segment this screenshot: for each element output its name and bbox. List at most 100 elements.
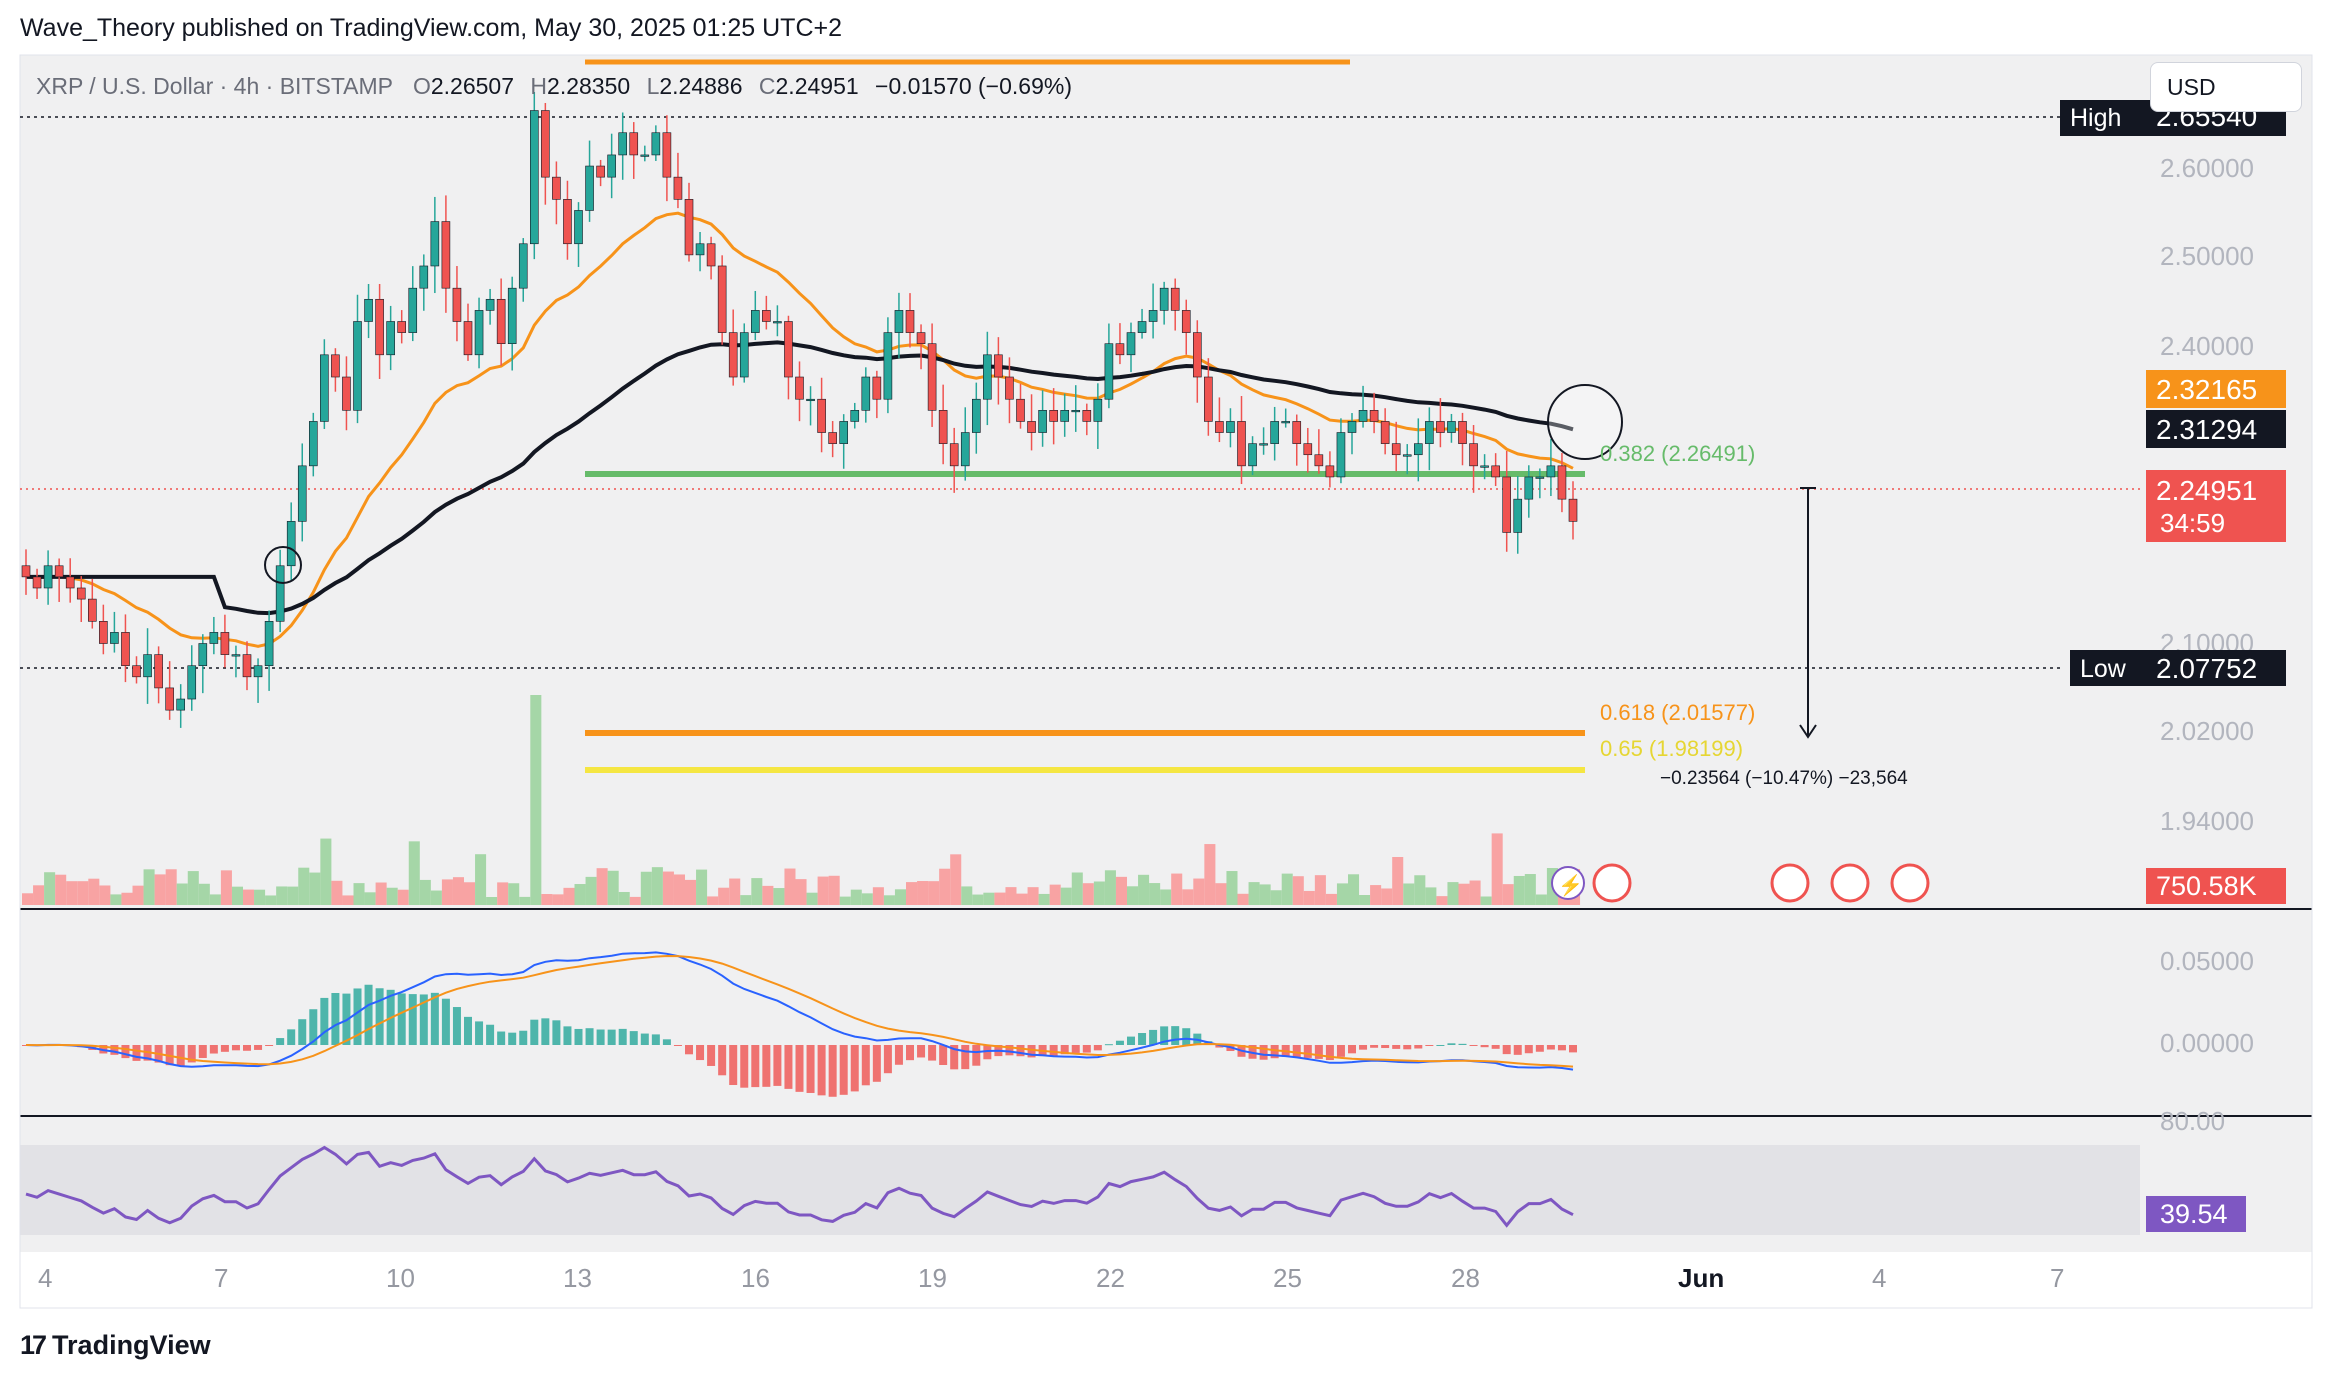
volume-bar [132, 885, 144, 905]
us-flag-icon[interactable] [1830, 863, 1870, 903]
volume-bar [1038, 893, 1050, 905]
lightning-icon[interactable] [1551, 866, 1585, 900]
x-tick: 4 [1872, 1263, 1886, 1293]
time-axis[interactable]: 4 7 10 13 16 19 22 25 28 Jun 4 7 [38, 1263, 2064, 1293]
macd-histogram-bar [917, 1045, 926, 1058]
candle [673, 176, 683, 200]
candle [1425, 421, 1434, 444]
macd-panel-bg [20, 910, 2312, 1115]
y-tick: 2.50000 [2160, 241, 2254, 271]
volume-bar [651, 867, 663, 905]
candle [574, 210, 583, 245]
fib-0382-label: 0.382 (2.26491) [1600, 441, 1755, 466]
high-badge [2060, 100, 2160, 136]
macd-histogram-bar [176, 1045, 185, 1066]
candle [706, 243, 716, 267]
volume-bar [486, 896, 498, 905]
macd-histogram-bar [397, 993, 406, 1045]
candle [1469, 443, 1478, 467]
candle [662, 132, 672, 178]
candle [43, 565, 53, 589]
volume-bar [464, 882, 476, 905]
macd-histogram-bar [530, 1019, 539, 1045]
volume-bar [1535, 894, 1547, 905]
volume-bar [1359, 894, 1371, 905]
candle [441, 221, 451, 289]
macd-histogram-bar [1182, 1028, 1191, 1045]
macd-histogram-bar [441, 998, 450, 1045]
macd-histogram-bar [353, 988, 362, 1045]
volume-bar [662, 871, 674, 905]
volume-bar [1104, 870, 1116, 905]
macd-histogram-bar [121, 1045, 130, 1059]
volume-bar [110, 894, 122, 905]
candle [1027, 421, 1036, 433]
volume-bar [364, 892, 376, 905]
volume-bar [972, 894, 984, 905]
volume-bar [928, 881, 940, 905]
candle [474, 310, 484, 356]
volume-bar [508, 883, 520, 905]
macd-histogram-bar [452, 1007, 461, 1045]
volume-bar [1160, 889, 1172, 905]
events-row[interactable]: ⚡ [1551, 863, 1930, 903]
macd-histogram-bar [1314, 1045, 1323, 1059]
candle [1071, 410, 1081, 413]
macd-histogram-bar [607, 1029, 616, 1045]
macd-histogram-bar [685, 1045, 693, 1055]
volume-bar [1292, 876, 1304, 905]
candle [1458, 421, 1467, 444]
y-tick: 2.40000 [2160, 331, 2254, 361]
volume-bar [861, 893, 873, 905]
ema-fast-line [25, 211, 1574, 648]
volume-bar [198, 883, 210, 905]
us-flag-icon[interactable] [1770, 863, 1810, 903]
volume-bar [1060, 887, 1072, 905]
tradingview-logo-text: TradingView [52, 1330, 211, 1360]
candle [872, 376, 882, 400]
candle [121, 632, 130, 667]
volume-bar [795, 879, 807, 905]
currency-button[interactable]: USD [2150, 62, 2302, 112]
us-flag-icon[interactable] [1890, 863, 1930, 903]
volume-bar [1281, 873, 1293, 905]
volume-bar [298, 867, 310, 905]
macd-histogram-bar [331, 993, 340, 1045]
volume-bar [806, 892, 818, 905]
candle [1170, 287, 1180, 311]
y-tick: 2.02000 [2160, 716, 2254, 746]
macd-histogram-bar [519, 1030, 528, 1045]
macd-histogram-bar [1403, 1045, 1412, 1050]
macd-histogram-bar [1491, 1045, 1500, 1049]
macd-histogram-bar [541, 1018, 550, 1045]
tradingview-logo[interactable]: 17 TradingView [20, 1330, 211, 1361]
us-flag-icon[interactable] [1592, 863, 1632, 903]
macd-histogram-bar [209, 1045, 218, 1054]
candle [187, 665, 197, 700]
volume-bar [66, 881, 78, 905]
volume-bar [541, 894, 553, 905]
candle [320, 354, 329, 422]
candle [21, 565, 31, 578]
volume-bar [1436, 896, 1448, 905]
volume-bar [729, 878, 741, 905]
macd-histogram-bar [1248, 1045, 1257, 1059]
macd-histogram-bar [928, 1045, 937, 1061]
volume-bar [1182, 889, 1194, 905]
macd-histogram-bar [1171, 1026, 1180, 1045]
fib-065-label: 0.65 (1.98199) [1600, 736, 1743, 761]
volume-bar [331, 880, 343, 905]
y-tick: 0.00000 [2160, 1028, 2254, 1058]
candle [750, 310, 760, 333]
volume-bar [894, 889, 906, 905]
candle [629, 132, 639, 156]
volume-bar [1381, 888, 1393, 905]
macd-histogram-bar [1071, 1045, 1080, 1053]
candle [397, 321, 407, 333]
measure-label: −0.23564 (−10.47%) −23,564 [1660, 768, 1908, 789]
candle [983, 354, 992, 400]
candle [1414, 443, 1423, 456]
volume-bar [243, 889, 255, 905]
macd-histogram-bar [187, 1045, 196, 1063]
